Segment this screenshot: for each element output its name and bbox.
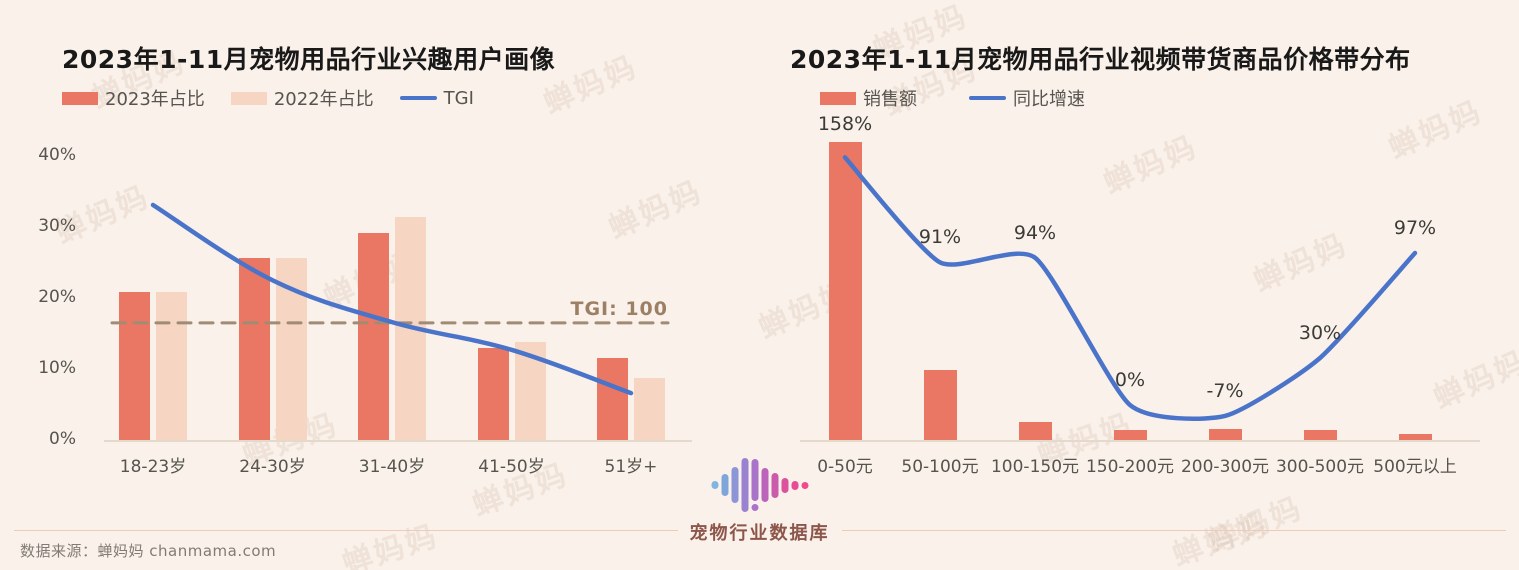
watermark-text: 蝉妈妈 [1248,227,1354,300]
legend-price-bands: 销售额 同比增速 [820,85,1137,111]
watermark-text: 蝉妈妈 [1203,490,1309,561]
data-source-note: 数据来源：蝉妈妈 chanmama.com [20,542,277,560]
legend-swatch-growth-line-icon [969,96,1006,100]
legend-user-profile: 2023年占比 2022年占比 TGI [62,85,500,111]
watermark-text: 蝉妈妈 [753,274,859,347]
logo-bar [721,474,728,496]
legend-item-growth: 同比增速 [969,85,1085,111]
logo-bar [751,459,758,511]
watermark-text: 蝉妈妈 [468,456,574,524]
legend-label-2022: 2022年占比 [273,89,374,110]
watermark-text: 蝉妈妈 [50,179,156,252]
watermark-text: 蝉妈妈 [1428,344,1519,417]
logo-bar-segment [751,459,758,501]
watermark-text: 蝉妈妈 [338,518,444,570]
watermark-text: 蝉妈妈 [1033,406,1139,474]
legend-swatch-2023-icon [62,91,98,105]
legend-item-2022: 2022年占比 [230,85,374,111]
watermark-text: 蝉妈妈 [1168,506,1274,570]
logo-dot [751,504,758,511]
legend-item-sales: 销售额 [820,85,917,111]
legend-label-2023: 2023年占比 [105,89,205,110]
watermark-text: 蝉妈妈 [318,244,424,317]
logo-bar [791,480,798,490]
legend-item-tgi: TGI [399,87,474,109]
watermark-text: 蝉妈妈 [1383,94,1489,167]
legend-swatch-2022-icon [230,91,267,105]
watermark-text: 蝉妈妈 [238,406,344,474]
logo-bar [761,468,768,502]
legend-label-growth: 同比增速 [1013,89,1085,110]
logo-bar [801,481,808,489]
logo-bar [771,472,778,498]
waveform-logo-icon [711,452,808,518]
legend-label-sales: 销售额 [863,89,917,110]
logo-bar [741,458,748,512]
watermark-text: 蝉妈妈 [603,174,709,247]
legend-swatch-sales-icon [820,91,856,105]
chart-title-price-bands: 2023年1-11月宠物用品行业视频带货商品价格带分布 [790,45,1411,74]
footer-brand: 宠物行业数据库 [677,519,842,545]
watermark-text: 蝉妈妈 [1098,129,1204,202]
legend-swatch-tgi-line-icon [399,96,437,100]
logo-bar [711,481,718,489]
legend-label-tgi: TGI [443,87,474,109]
chart-title-user-profile: 2023年1-11月宠物用品行业兴趣用户画像 [62,45,556,74]
logo-bar [781,477,788,493]
legend-item-2023: 2023年占比 [62,85,205,111]
logo-bar [731,467,738,503]
